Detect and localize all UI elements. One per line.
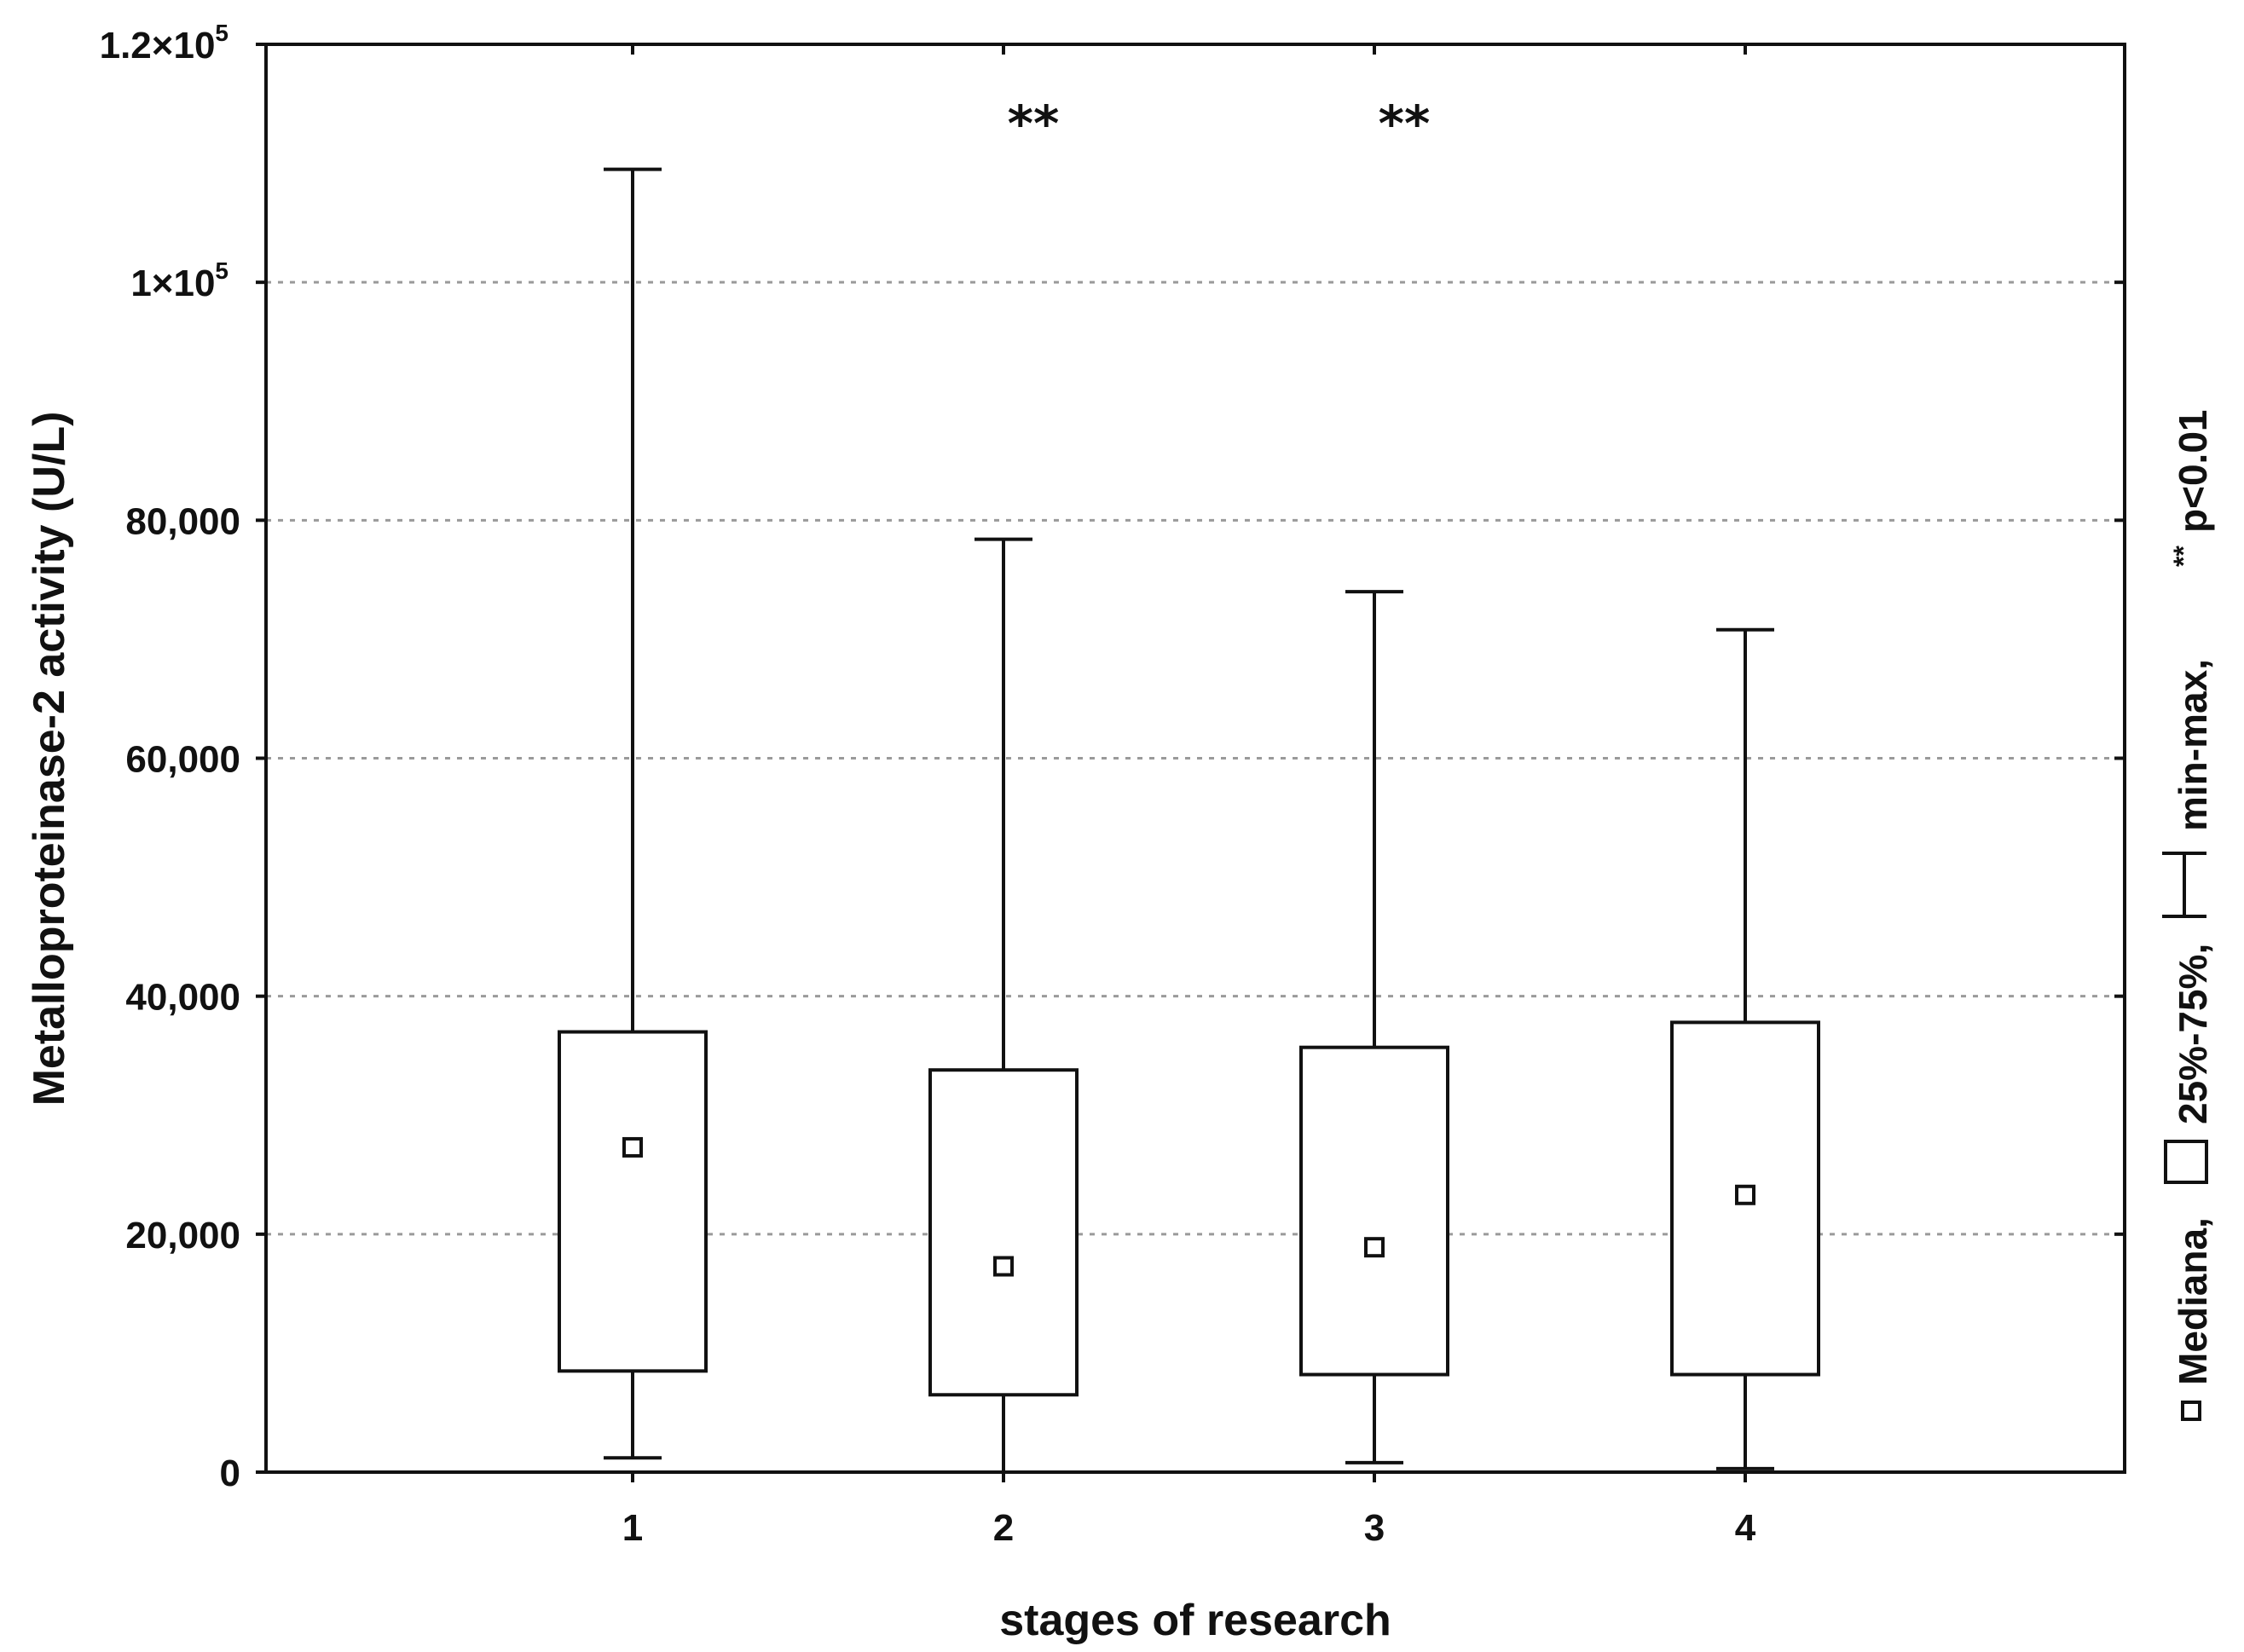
y-tick-label: 0 [220, 1453, 240, 1494]
y-tick-label: 60,000 [125, 739, 240, 781]
significance-marker: ** [1379, 95, 1431, 153]
box-stage-2: ** [928, 95, 1079, 1474]
y-tick-label: 20,000 [125, 1215, 240, 1256]
legend-whisker-marker [2162, 852, 2206, 918]
median-marker [993, 1256, 1014, 1277]
y-tick-label: 1.2×105 [100, 20, 228, 66]
legend-box-marker [2164, 1140, 2208, 1184]
legend-whisker-label: min-max, [2171, 659, 2215, 831]
significance-marker: ** [1008, 95, 1060, 153]
median-marker [622, 1136, 643, 1158]
y-tick-label: 40,000 [125, 977, 240, 1019]
x-tick-label: 3 [1364, 1507, 1385, 1549]
x-axis-ticks: 1 2 3 4 [622, 44, 1756, 1549]
iqr-box [558, 1030, 708, 1373]
gridlines [266, 280, 2125, 1236]
box-stage-1 [558, 167, 708, 1460]
iqr-box [1299, 1045, 1449, 1377]
legend-box-label: 25%-75%, [2171, 944, 2215, 1124]
iqr-box [928, 1068, 1079, 1397]
y-tick-label: 1×105 [130, 257, 228, 304]
median-marker [1364, 1237, 1385, 1258]
y-tick-label: 80,000 [125, 500, 240, 542]
x-tick-label: 2 [993, 1507, 1014, 1549]
y-axis-title: Metalloproteinase-2 activity (U/L) [25, 412, 74, 1106]
box-stage-4 [1670, 627, 1820, 1470]
box-series: ** ** [558, 95, 1820, 1474]
legend-sig-label: p<0.01 [2171, 410, 2215, 534]
y-axis-ticks: 0 20,000 40,000 60,000 80,000 1×105 1.2×105 [100, 20, 2125, 1494]
legend-median-marker [2181, 1401, 2201, 1421]
box-stage-3: ** [1299, 95, 1449, 1464]
legend-median-label: Mediana, [2171, 1217, 2215, 1385]
median-marker [1735, 1184, 1755, 1205]
x-tick-label: 1 [622, 1507, 643, 1549]
legend-sig-marker: ** [2168, 546, 2199, 567]
x-tick-label: 4 [1735, 1507, 1756, 1549]
legend: Mediana, 25%-75%, min-max, ** p<0.01 [2162, 410, 2215, 1421]
x-axis-title: stages of research [999, 1596, 1391, 1645]
